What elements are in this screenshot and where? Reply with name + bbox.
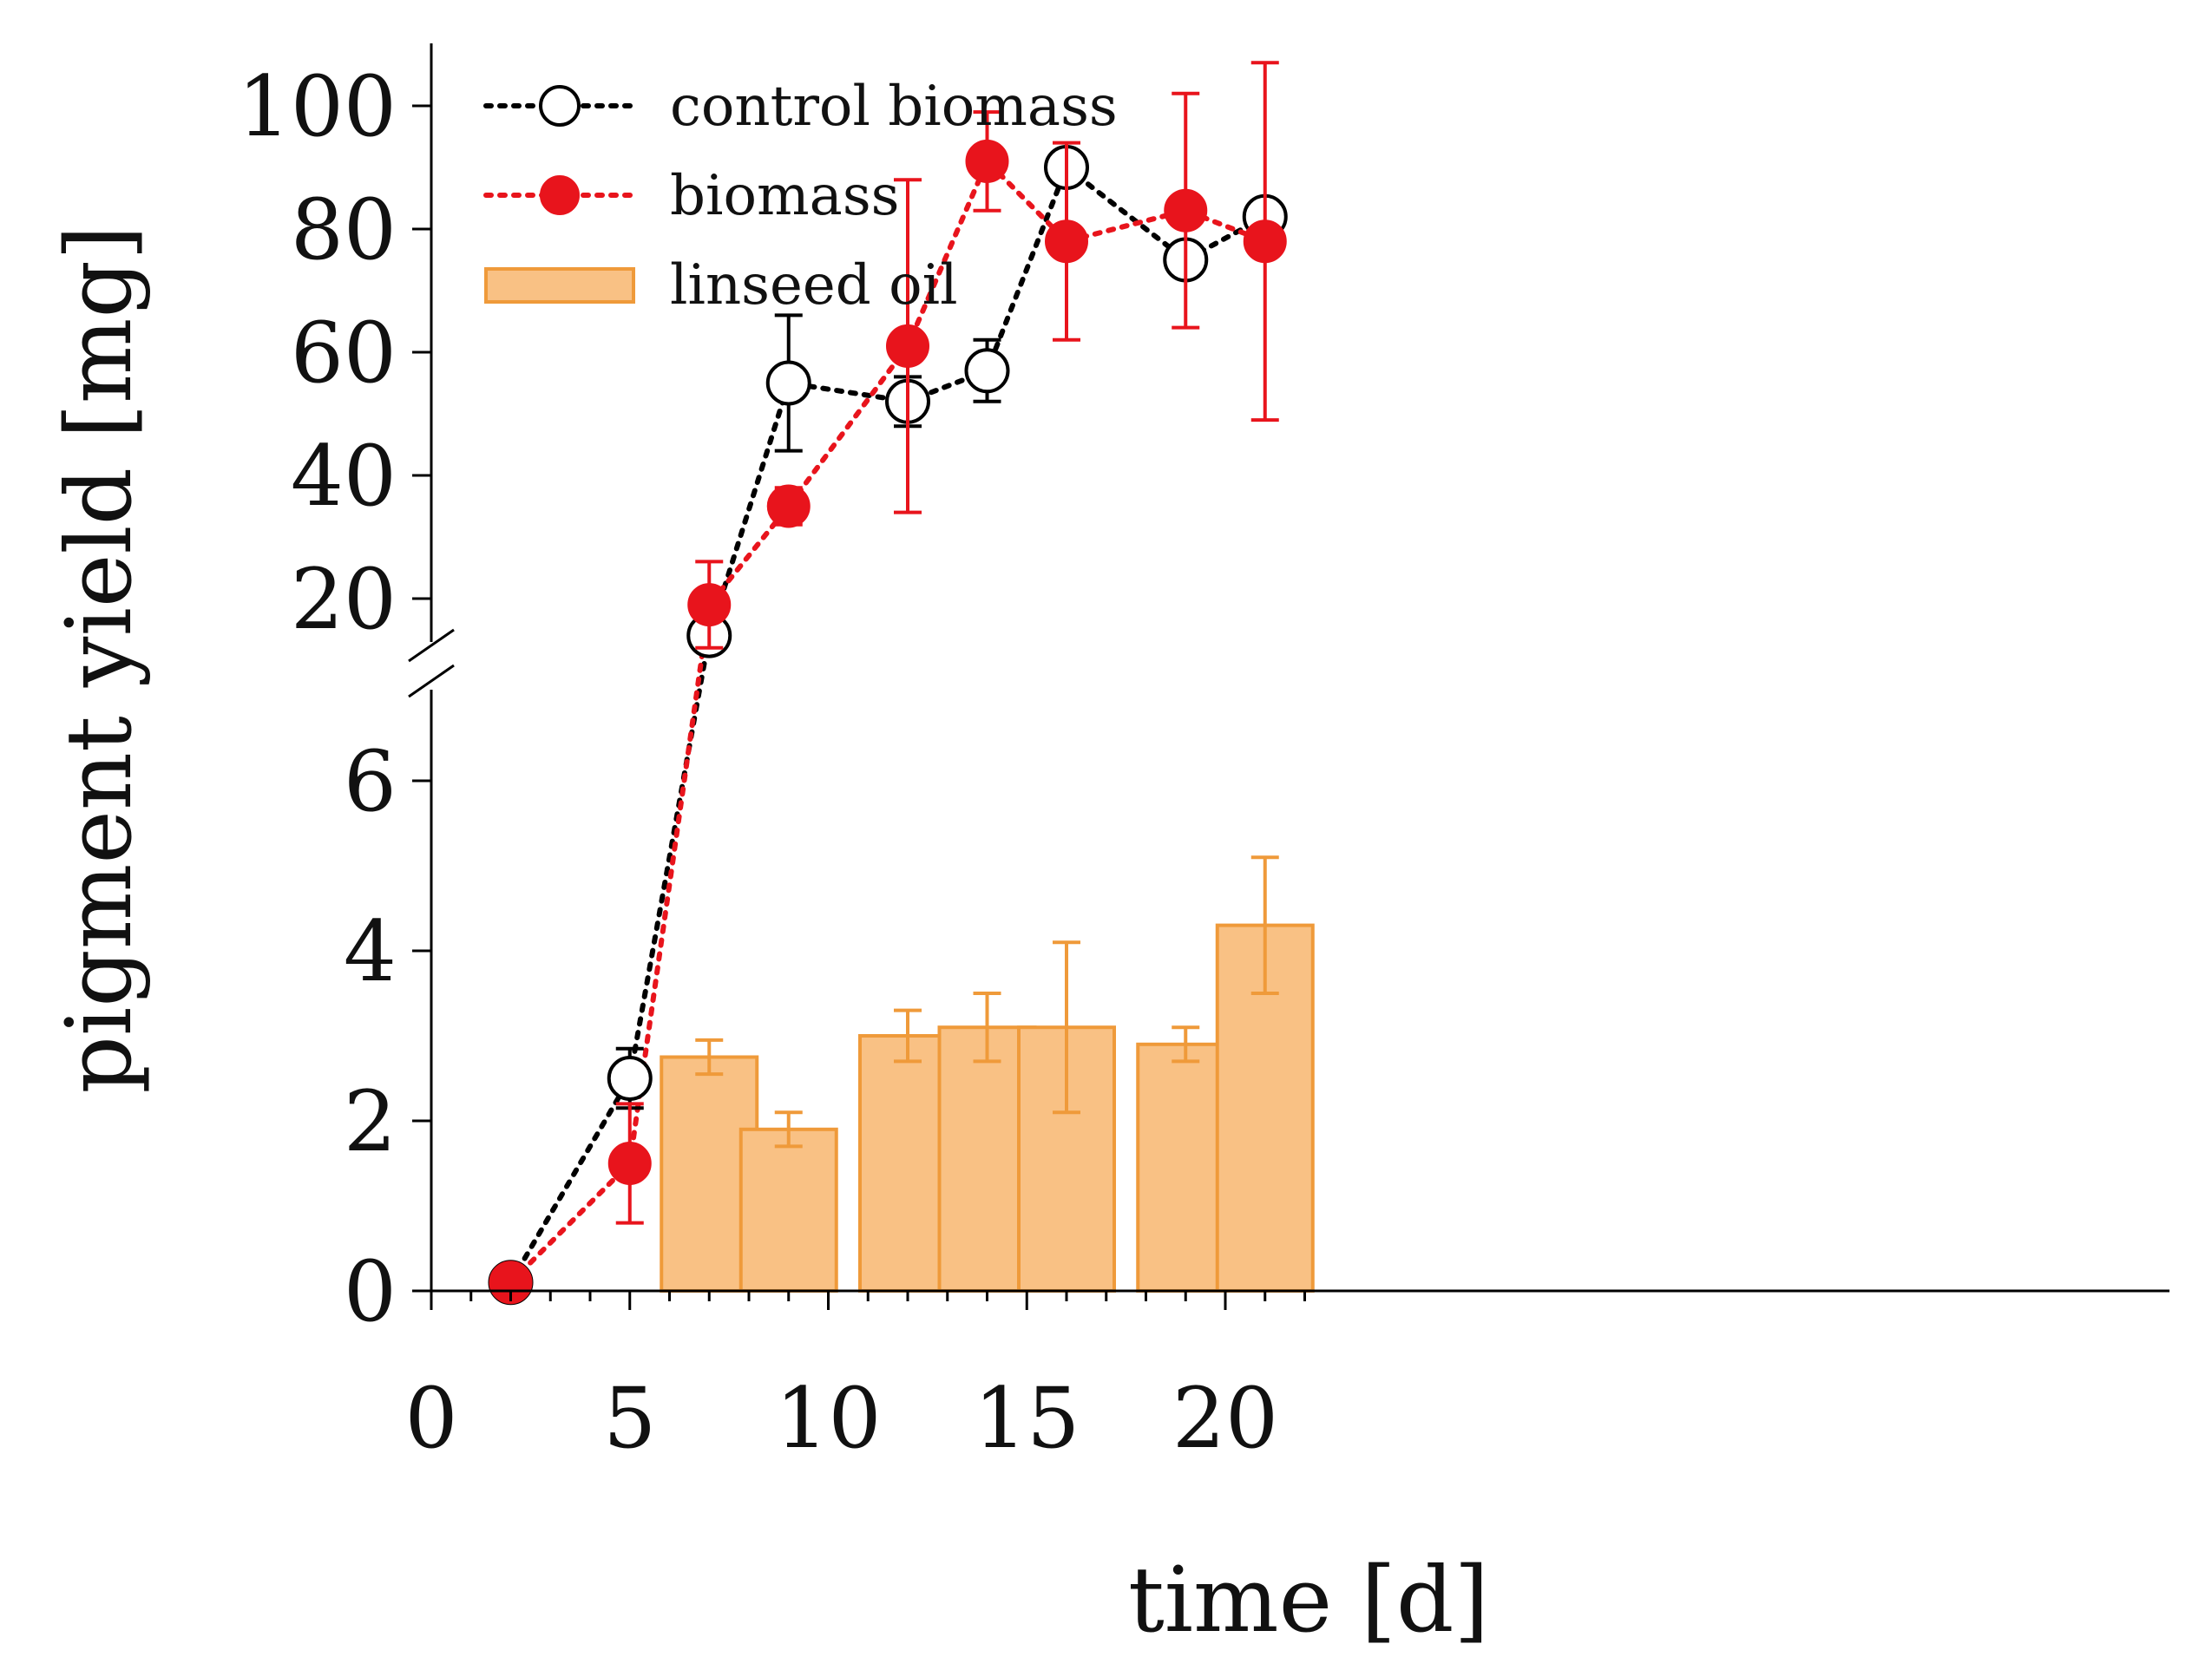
legend-label-control-biomass: control biomass xyxy=(670,75,1118,139)
y-tick-label-0: 0 xyxy=(344,1243,397,1340)
point-control-biomass-day-14 xyxy=(964,348,1010,394)
legend-item-biomass: biomass xyxy=(483,164,900,228)
y-ticks: 0 2 4 6 20 40 60 80 100 xyxy=(238,58,431,1340)
point-biomass-day-14 xyxy=(965,139,1009,183)
legend-swatch-linseed-oil xyxy=(484,267,635,304)
y-tick-label-40: 40 xyxy=(291,428,397,525)
y-tick-label-80: 80 xyxy=(291,181,397,278)
legend-swatch-biomass-marker xyxy=(540,175,580,215)
legend-label-linseed-oil: linseed oil xyxy=(670,253,958,318)
bar-linseed-oil-day-9 xyxy=(738,1127,838,1293)
legend: control biomass biomass linseed oil xyxy=(483,75,1118,318)
axis-break-mark-upper xyxy=(408,628,455,663)
point-biomass-day-21 xyxy=(1243,219,1287,264)
y-tick-label-6: 6 xyxy=(344,733,397,830)
point-biomass-day-2 xyxy=(489,1261,533,1305)
axis-break-mark-lower xyxy=(408,664,455,698)
y-tick-label-2: 2 xyxy=(344,1073,397,1170)
point-biomass-day-19 xyxy=(1164,188,1208,232)
point-biomass-day-7 xyxy=(687,583,732,627)
point-biomass-day-5 xyxy=(607,1142,652,1185)
legend-item-control-biomass: control biomass xyxy=(483,75,1118,139)
y-tick-label-20: 20 xyxy=(291,551,397,648)
axis-break-marks xyxy=(408,628,455,698)
bars-layer xyxy=(660,855,1315,1293)
point-control-biomass-day-9 xyxy=(765,360,811,406)
y-tick-label-100: 100 xyxy=(238,58,397,155)
point-biomass-day-12 xyxy=(886,324,929,368)
axes-layer: 0 5 10 15 20 0 2 4 6 20 40 60 80 100 xyxy=(238,43,2169,1467)
x-tick-label-15: 15 xyxy=(974,1370,1080,1467)
x-tick-label-5: 5 xyxy=(603,1370,656,1467)
legend-swatch-control-biomass-marker xyxy=(539,85,581,127)
x-axis-title: time [d] xyxy=(1128,1547,1489,1653)
x-tick-label-10: 10 xyxy=(775,1370,881,1467)
x-ticks: 0 5 10 15 20 xyxy=(404,1291,1306,1467)
point-biomass-day-9 xyxy=(766,484,811,528)
x-tick-label-20: 20 xyxy=(1172,1370,1278,1467)
legend-label-biomass: biomass xyxy=(670,164,900,228)
point-control-biomass-day-5 xyxy=(607,1056,653,1101)
legend-item-linseed-oil: linseed oil xyxy=(484,253,958,318)
markers-layer xyxy=(488,61,1288,1306)
y-tick-label-4: 4 xyxy=(344,903,397,1000)
x-tick-label-0: 0 xyxy=(404,1370,457,1467)
point-biomass-day-16 xyxy=(1045,219,1088,264)
y-tick-label-60: 60 xyxy=(291,305,397,402)
y-axis-title: pigment yield [mg] xyxy=(46,225,152,1093)
